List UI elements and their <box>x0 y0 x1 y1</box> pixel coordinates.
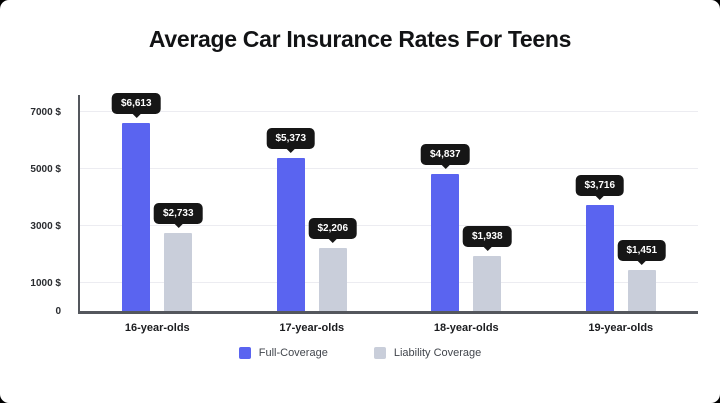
legend-swatch <box>238 347 251 359</box>
legend: Full-Coverage Liability Coverage <box>0 347 720 359</box>
plot-area: $6,613 $2,733 16-year-olds $5,373 $2,206 17-y… <box>78 93 698 334</box>
gridline <box>80 111 698 113</box>
value-label-tooltip: $1,938 <box>462 225 512 251</box>
legend-item-full-coverage: Full-Coverage <box>238 347 328 359</box>
y-axis-tick-label: 5000 $ <box>30 163 61 175</box>
x-axis-category-label: 19-year-olds <box>588 322 654 334</box>
value-label-tooltip: $6,613 <box>111 93 161 119</box>
y-axis-tick-label: 7000 $ <box>30 107 61 119</box>
bar-group: $4,837 $1,938 18-year-olds <box>420 95 512 334</box>
value-label-tooltip: $5,373 <box>266 128 316 154</box>
bar-liability-coverage <box>627 269 656 311</box>
legend-label: Full-Coverage <box>258 347 328 359</box>
legend-label: Liability Coverage <box>393 347 482 359</box>
page-title: Average Car Insurance Rates For Teens <box>148 26 572 52</box>
bar-slot: $1,938 <box>462 95 512 311</box>
bar-group: $5,373 $2,206 17-year-olds <box>266 95 358 334</box>
bar-group: $3,716 $1,451 19-year-olds <box>575 95 667 334</box>
bar-full-coverage <box>585 205 614 311</box>
gridline <box>80 281 698 283</box>
bar-slot: $4,837 <box>420 95 470 311</box>
bar-slot: $1,451 <box>617 95 667 311</box>
bar-slot: $2,206 <box>308 95 358 311</box>
y-axis-tick-label: 3000 $ <box>30 220 61 232</box>
x-axis-category-label: 18-year-olds <box>433 322 499 334</box>
gridline <box>80 224 698 226</box>
bar-group: $6,613 $2,733 16-year-olds <box>111 93 203 334</box>
x-axis-category-label: 17-year-olds <box>279 322 345 334</box>
y-axis-labels: 0 1000 $ 3000 $ 5000 $ 7000 $ <box>0 95 70 317</box>
value-label-tooltip: $3,716 <box>575 175 625 201</box>
bar-full-coverage <box>431 173 460 311</box>
bar-full-coverage <box>122 123 151 311</box>
bar-liability-coverage <box>473 255 502 311</box>
bar-slot: $5,373 <box>266 95 316 311</box>
bar-slot: $2,733 <box>153 95 203 311</box>
value-label-tooltip: $2,733 <box>153 203 203 229</box>
bar-liability-coverage <box>164 233 193 311</box>
gridline <box>80 167 698 169</box>
y-axis-tick-label: 1000 $ <box>30 277 61 289</box>
bar-liability-coverage <box>318 248 347 311</box>
bar-slot: $3,716 <box>575 95 625 311</box>
value-label-tooltip: $4,837 <box>420 143 470 169</box>
bar-slot: $6,613 <box>111 93 161 311</box>
value-label-tooltip: $2,206 <box>308 218 358 244</box>
y-axis-tick-label: 0 <box>55 306 61 317</box>
legend-swatch <box>373 347 386 359</box>
x-axis-category-label: 16-year-olds <box>124 322 190 334</box>
bar-groups: $6,613 $2,733 16-year-olds $5,373 $2,206 17-y… <box>80 93 698 334</box>
value-label-tooltip: $1,451 <box>617 239 667 265</box>
legend-item-liability-coverage: Liability Coverage <box>373 347 482 359</box>
bar-full-coverage <box>276 158 305 311</box>
